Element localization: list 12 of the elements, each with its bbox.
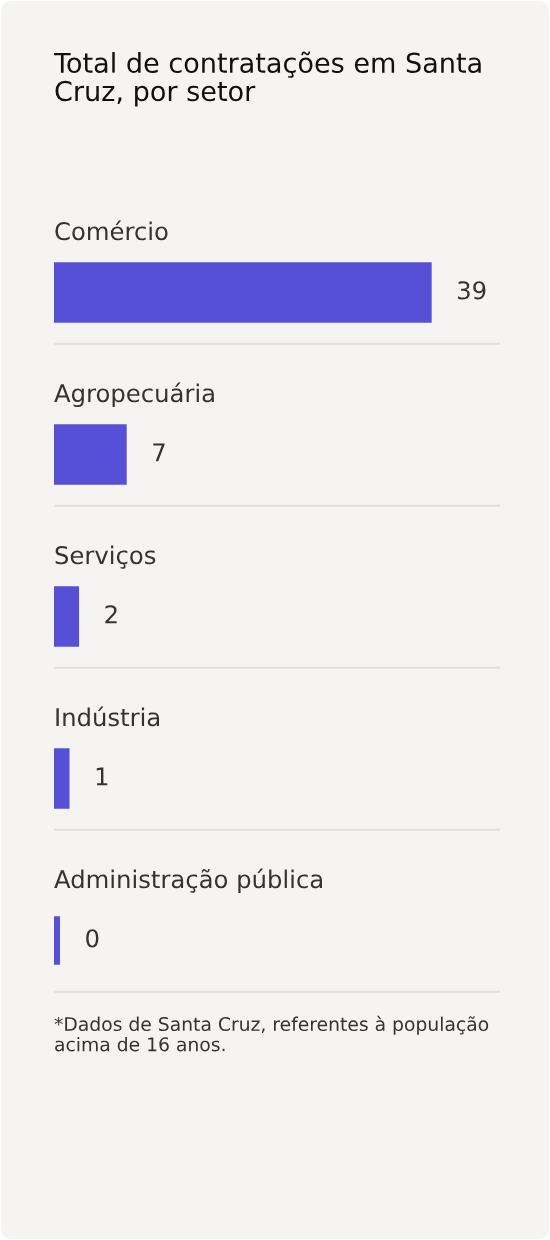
data-label: 7 [153,443,165,462]
chart-title: Total de contratações em Santa Cruz, por setor [53,51,481,107]
data-label: 39 [458,281,486,300]
y-tick-label: Administração pública [54,868,322,894]
y-tick-label: Comércio [55,220,168,241]
data-label: 1 [96,767,108,786]
data-label: 2 [105,605,117,624]
annotation: *Dados de Santa Cruz, referentes à população acima de 16 anos. [54,1015,489,1052]
data-label: 0 [86,929,99,948]
y-tick-label: Agropecuária [54,382,214,408]
y-tick-label: Serviços [55,545,156,569]
y-tick-label: Indústria [56,706,160,727]
